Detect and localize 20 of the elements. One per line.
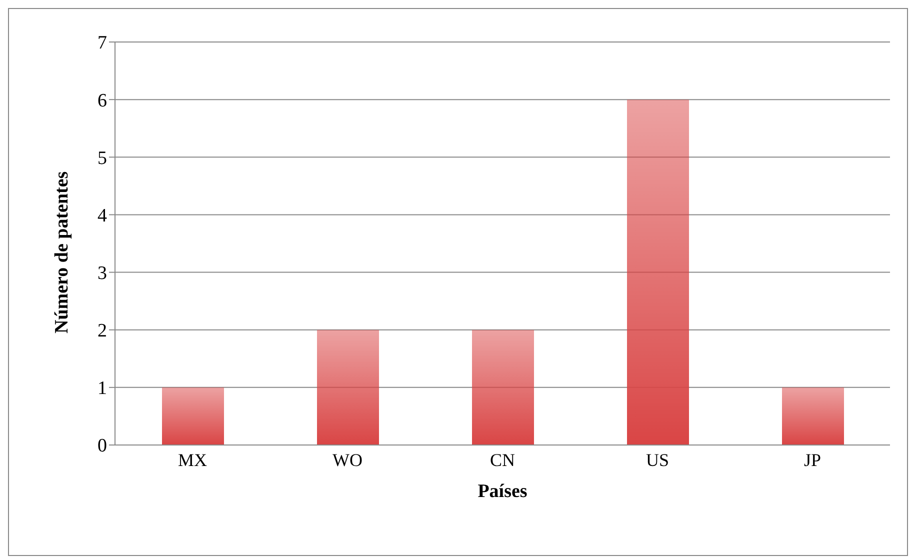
bar bbox=[317, 330, 379, 445]
bar bbox=[472, 330, 534, 445]
y-tick-label: 7 bbox=[98, 32, 107, 54]
bar bbox=[162, 387, 224, 445]
x-tick-label: MX bbox=[178, 450, 208, 470]
x-tick-label: WO bbox=[332, 450, 362, 470]
y-tick-label: 5 bbox=[98, 148, 107, 169]
x-tick-label: US bbox=[646, 450, 670, 470]
y-axis-title: Número de patentes bbox=[52, 171, 73, 334]
y-tick-label: 2 bbox=[98, 320, 107, 342]
x-tick-label: JP bbox=[804, 450, 822, 470]
bar bbox=[782, 387, 844, 445]
bar bbox=[627, 100, 689, 445]
x-tick-label: CN bbox=[490, 450, 516, 470]
y-tick-label: 4 bbox=[98, 205, 108, 226]
y-tick-label: 6 bbox=[98, 90, 107, 112]
y-tick-label: 0 bbox=[98, 436, 107, 457]
x-axis-title: Países bbox=[478, 481, 528, 502]
y-tick-label: 3 bbox=[98, 263, 107, 284]
y-tick-label: 1 bbox=[98, 378, 107, 400]
